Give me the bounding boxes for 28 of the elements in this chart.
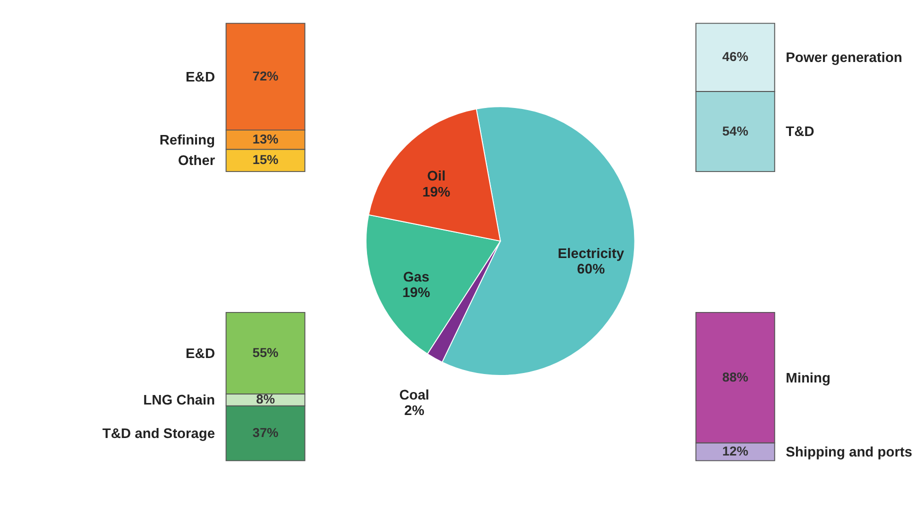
data-label: 72% <box>252 68 279 84</box>
data-label: 19% <box>402 284 430 300</box>
slice-label: Gas <box>403 268 430 284</box>
series-label: Shipping and ports <box>786 443 912 460</box>
series-label: T&D <box>786 123 814 140</box>
series-label: E&D <box>186 344 215 361</box>
series-label: E&D <box>186 68 215 84</box>
data-label: 55% <box>252 344 279 360</box>
series-label: Other <box>178 152 216 168</box>
data-label: 54% <box>722 123 749 138</box>
data-label: 37% <box>252 424 279 440</box>
series-label: Refining <box>159 131 215 148</box>
slice-label: Electricity <box>558 244 624 261</box>
data-label: 8% <box>256 392 276 407</box>
data-label: 88% <box>722 369 749 384</box>
slice-label: Coal <box>399 386 430 402</box>
data-label: 12% <box>722 443 749 458</box>
series-label: LNG Chain <box>143 392 215 408</box>
data-label: 13% <box>252 131 279 146</box>
series-label: Mining <box>786 369 830 386</box>
series-label: T&D and Storage <box>102 424 216 441</box>
data-label: 19% <box>422 183 450 200</box>
data-label: 2% <box>404 402 424 418</box>
series-label: Power generation <box>786 49 902 66</box>
slice-label: Oil <box>427 168 446 184</box>
data-label: 46% <box>722 49 749 64</box>
data-label: 15% <box>252 152 279 168</box>
data-label: 60% <box>577 260 605 277</box>
